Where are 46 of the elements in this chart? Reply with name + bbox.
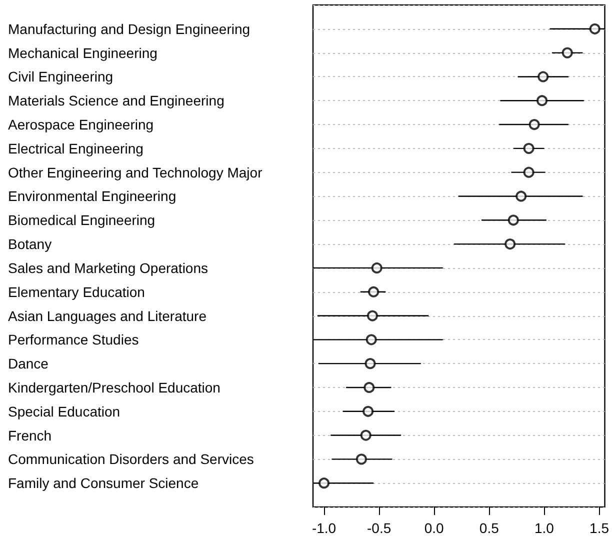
y-tick-label: Environmental Engineering xyxy=(8,188,176,204)
point xyxy=(371,262,382,274)
point xyxy=(508,214,519,226)
x-tick-label: 1.5 xyxy=(590,520,610,536)
point xyxy=(589,23,600,34)
point xyxy=(536,95,548,106)
point xyxy=(364,382,375,393)
y-tick-label: Kindergarten/Preschool Education xyxy=(8,379,220,396)
point xyxy=(356,454,367,465)
y-tick-label: Asian Languages and Literature xyxy=(8,308,207,324)
point xyxy=(368,286,380,298)
y-tick-label: Sales and Marketing Operations xyxy=(8,260,208,276)
y-tick-label: Performance Studies xyxy=(8,332,139,348)
y-tick-label: Mechanical Engineering xyxy=(8,44,158,61)
x-tick-label: -0.5 xyxy=(367,520,392,536)
y-tick-label: Special Education xyxy=(8,403,120,420)
y-tick-label: Botany xyxy=(8,236,52,252)
point xyxy=(504,238,516,250)
point xyxy=(318,478,330,489)
x-tick-label: 0.5 xyxy=(479,520,500,536)
point xyxy=(562,47,573,58)
x-tick-label: 1.0 xyxy=(534,520,554,536)
x-tick-label: 0.0 xyxy=(424,520,444,536)
point xyxy=(364,358,376,370)
point xyxy=(360,430,372,441)
point xyxy=(362,406,374,417)
y-tick-label: Civil Engineering xyxy=(8,68,114,85)
x-tick-label: -1.0 xyxy=(312,520,336,536)
y-tick-label: Aerospace Engineering xyxy=(8,116,154,133)
y-tick-label: Electrical Engineering xyxy=(8,140,144,156)
y-tick-label: Other Engineering and Technology Major xyxy=(8,164,263,180)
y-tick-label: Materials Science and Engineering xyxy=(8,92,224,109)
point xyxy=(523,166,534,178)
point xyxy=(538,71,549,82)
y-tick-label: French xyxy=(8,427,52,444)
y-tick-label: Manufacturing and Design Engineering xyxy=(8,20,250,37)
y-tick-label: Dance xyxy=(8,356,49,372)
point xyxy=(523,142,534,154)
point xyxy=(366,334,377,346)
point xyxy=(528,119,540,130)
y-tick-label: Biomedical Engineering xyxy=(8,212,156,228)
y-tick-label: Elementary Education xyxy=(8,284,145,300)
y-tick-label: Family and Consumer Science xyxy=(8,475,199,492)
y-tick-label: Communication Disorders and Services xyxy=(8,451,254,468)
point xyxy=(366,310,378,322)
point xyxy=(516,190,527,202)
